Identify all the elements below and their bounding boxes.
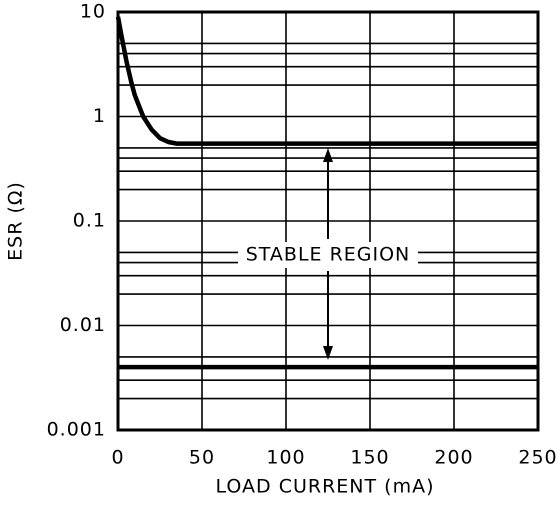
x-tick-label: 200 [434,447,473,469]
annotation: STABLE REGION [246,244,411,266]
x-axis-label: LOAD CURRENT (mA) [216,476,435,498]
y-tick-label: 0.01 [60,314,106,336]
arrow-head [323,148,333,162]
y-tick-label: 0.001 [47,419,106,441]
x-tick-label: 100 [266,447,305,469]
y-tick-label: 0.1 [73,210,106,232]
plot-frame [116,10,540,432]
y-tick-label: 1 [93,105,106,127]
x-tick-label: 250 [518,447,557,469]
arrow-head [323,346,333,360]
annotation-bg [238,242,418,268]
x-tick-label: 150 [350,447,389,469]
x-tick-label: 0 [111,447,124,469]
x-tick-label: 50 [189,447,215,469]
series-line [115,16,538,146]
y-axis-label: ESR (Ω) [5,181,27,261]
y-tick-label: 10 [80,1,106,23]
